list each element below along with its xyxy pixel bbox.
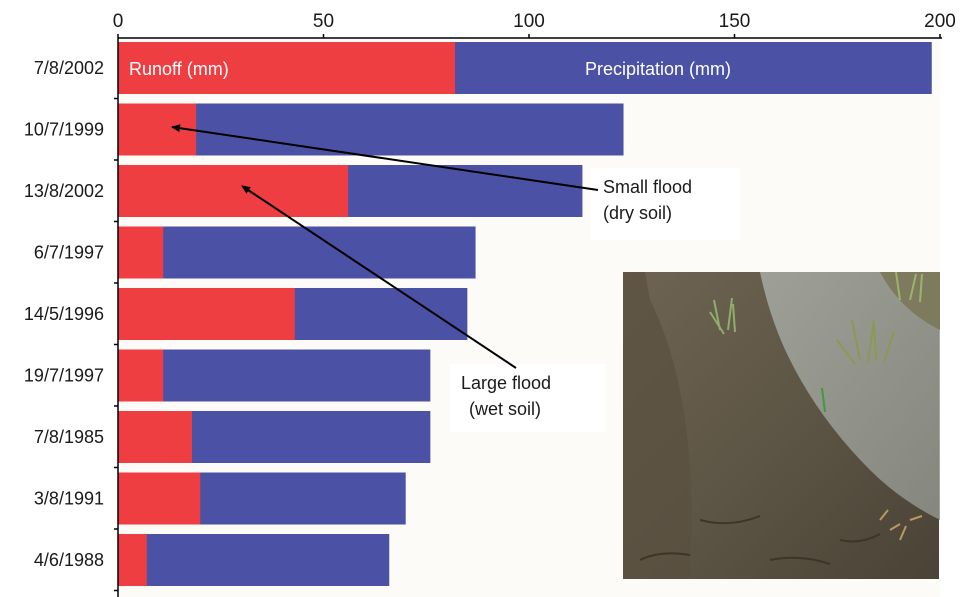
category-label-14-5-1996: 14/5/1996 — [24, 304, 104, 324]
annotation-small-flood-line1: Small flood — [603, 177, 692, 197]
category-label-6-7-1997: 6/7/1997 — [34, 243, 104, 263]
category-label-7-8-1985: 7/8/1985 — [34, 427, 104, 447]
bars-group: Runoff (mm) Precipitation (mm) — [118, 42, 932, 586]
runoff-bar-13-8-2002 — [118, 165, 349, 217]
x-tick-label-100: 100 — [513, 11, 545, 32]
runoff-legend-label: Runoff (mm) — [129, 59, 229, 79]
runoff-bar-14-5-1996 — [118, 288, 295, 340]
category-label-19-7-1997: 19/7/1997 — [24, 366, 104, 386]
precipitation-legend-label: Precipitation (mm) — [585, 59, 731, 79]
precipitation-bar-6-7-1997 — [118, 226, 476, 279]
annotation-large-flood-arrow — [241, 185, 517, 369]
precipitation-bar-4-6-1988 — [118, 534, 390, 586]
annotation-small-flood-arrow — [171, 124, 599, 191]
category-label-7-8-2002: 7/8/2002 — [34, 58, 104, 78]
runoff-bar-6-7-1997 — [118, 226, 164, 279]
category-axis: 7/8/2002 10/7/1999 13/8/2002 6/7/1997 14/5/1… — [24, 58, 118, 592]
runoff-bar-4-6-1988 — [118, 534, 147, 586]
annotation-small-flood-line2: (dry soil) — [603, 203, 672, 223]
precipitation-bar-10-7-1999 — [118, 103, 624, 156]
precipitation-bar-19-7-1997 — [118, 349, 431, 402]
annotation-large-flood-box — [450, 364, 605, 432]
runoff-bar-19-7-1997 — [118, 349, 164, 402]
x-tick-label-200: 200 — [924, 11, 956, 32]
runoff-bar-7-8-1985 — [118, 411, 192, 463]
annotation-small-flood-box — [590, 168, 740, 240]
x-tick-label-150: 150 — [719, 11, 751, 32]
category-label-13-8-2002: 13/8/2002 — [24, 181, 104, 201]
x-tick-label-0: 0 — [113, 11, 124, 32]
category-label-4-6-1988: 4/6/1988 — [34, 550, 104, 570]
x-tick-label-50: 50 — [313, 11, 334, 32]
annotation-large-flood-line1: Large flood — [461, 373, 551, 393]
annotation-small-flood: Small flood (dry soil) — [603, 177, 692, 223]
annotation-large-flood: Large flood (wet soil) — [461, 373, 551, 419]
muddy-field-photo — [623, 271, 940, 579]
category-label-3-8-1991: 3/8/1991 — [34, 489, 104, 509]
annotation-large-flood-line2: (wet soil) — [469, 399, 541, 419]
category-label-10-7-1999: 10/7/1999 — [24, 120, 104, 140]
runoff-bar-7-8-2002 — [118, 42, 456, 94]
x-axis: 0 50 100 150 200 — [113, 11, 956, 597]
runoff-bar-3-8-1991 — [118, 472, 201, 525]
